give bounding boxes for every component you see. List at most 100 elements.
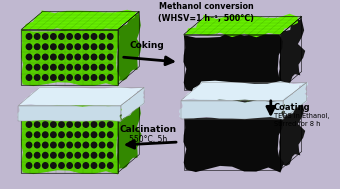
- Circle shape: [83, 132, 89, 138]
- Circle shape: [91, 54, 97, 60]
- Circle shape: [51, 54, 56, 60]
- Text: Coating: Coating: [274, 102, 310, 112]
- Circle shape: [67, 54, 72, 60]
- Polygon shape: [184, 111, 284, 173]
- Circle shape: [59, 54, 64, 60]
- Polygon shape: [21, 115, 120, 174]
- Circle shape: [42, 75, 48, 80]
- Circle shape: [59, 132, 64, 138]
- Circle shape: [51, 75, 56, 80]
- Circle shape: [83, 75, 89, 80]
- Circle shape: [91, 132, 97, 138]
- Circle shape: [75, 142, 81, 148]
- Circle shape: [107, 54, 113, 60]
- Polygon shape: [117, 11, 141, 86]
- Circle shape: [99, 122, 105, 127]
- Circle shape: [75, 122, 81, 127]
- Circle shape: [107, 153, 113, 158]
- Circle shape: [42, 132, 48, 138]
- Circle shape: [26, 163, 32, 168]
- Polygon shape: [179, 99, 285, 119]
- Circle shape: [34, 142, 40, 148]
- Circle shape: [59, 122, 64, 127]
- Circle shape: [26, 75, 32, 80]
- Circle shape: [99, 64, 105, 70]
- Circle shape: [34, 75, 40, 80]
- Circle shape: [34, 64, 40, 70]
- Circle shape: [67, 64, 72, 70]
- Circle shape: [91, 44, 97, 50]
- Circle shape: [99, 75, 105, 80]
- Circle shape: [59, 142, 64, 148]
- Polygon shape: [282, 83, 308, 119]
- Circle shape: [34, 44, 40, 50]
- Polygon shape: [184, 14, 302, 37]
- Circle shape: [75, 64, 81, 70]
- Circle shape: [99, 54, 105, 60]
- Circle shape: [99, 153, 105, 158]
- Circle shape: [83, 34, 89, 39]
- Circle shape: [51, 34, 56, 39]
- Polygon shape: [21, 27, 120, 86]
- Polygon shape: [181, 81, 307, 102]
- Circle shape: [107, 142, 113, 148]
- Circle shape: [75, 163, 81, 168]
- Circle shape: [26, 44, 32, 50]
- Circle shape: [26, 132, 32, 138]
- Circle shape: [67, 122, 72, 127]
- Circle shape: [26, 64, 32, 70]
- Circle shape: [83, 54, 89, 60]
- Circle shape: [34, 163, 40, 168]
- Circle shape: [99, 142, 105, 148]
- Text: TEOS in Ethanol,
Stirred for 8 h: TEOS in Ethanol, Stirred for 8 h: [274, 113, 329, 126]
- Text: Coking: Coking: [130, 41, 164, 50]
- Circle shape: [91, 142, 97, 148]
- Circle shape: [42, 122, 48, 127]
- Circle shape: [34, 132, 40, 138]
- Circle shape: [51, 153, 56, 158]
- Circle shape: [42, 163, 48, 168]
- Circle shape: [42, 64, 48, 70]
- Circle shape: [59, 34, 64, 39]
- Circle shape: [26, 153, 32, 158]
- Circle shape: [107, 122, 113, 127]
- Circle shape: [51, 122, 56, 127]
- Circle shape: [75, 34, 81, 39]
- Circle shape: [67, 44, 72, 50]
- Circle shape: [107, 34, 113, 39]
- Circle shape: [59, 153, 64, 158]
- Polygon shape: [278, 15, 305, 91]
- Circle shape: [34, 122, 40, 127]
- Circle shape: [75, 54, 81, 60]
- Circle shape: [91, 153, 97, 158]
- Circle shape: [51, 132, 56, 138]
- Circle shape: [34, 153, 40, 158]
- Circle shape: [75, 44, 81, 50]
- Polygon shape: [120, 88, 145, 121]
- Circle shape: [75, 75, 81, 80]
- Circle shape: [99, 163, 105, 168]
- Polygon shape: [18, 86, 144, 106]
- Circle shape: [59, 64, 64, 70]
- Circle shape: [107, 132, 113, 138]
- Circle shape: [59, 163, 64, 168]
- Circle shape: [83, 153, 89, 158]
- Circle shape: [99, 44, 105, 50]
- Circle shape: [51, 163, 56, 168]
- Circle shape: [75, 132, 81, 138]
- Text: 550°C, 5h: 550°C, 5h: [129, 135, 167, 144]
- Text: Calcination: Calcination: [119, 125, 176, 134]
- Circle shape: [42, 44, 48, 50]
- Circle shape: [91, 64, 97, 70]
- Circle shape: [83, 142, 89, 148]
- Circle shape: [91, 163, 97, 168]
- Circle shape: [99, 34, 105, 39]
- Circle shape: [59, 75, 64, 80]
- Polygon shape: [184, 31, 284, 93]
- Circle shape: [67, 163, 72, 168]
- Circle shape: [107, 163, 113, 168]
- Polygon shape: [117, 99, 141, 174]
- Circle shape: [42, 142, 48, 148]
- Circle shape: [59, 44, 64, 50]
- Circle shape: [26, 54, 32, 60]
